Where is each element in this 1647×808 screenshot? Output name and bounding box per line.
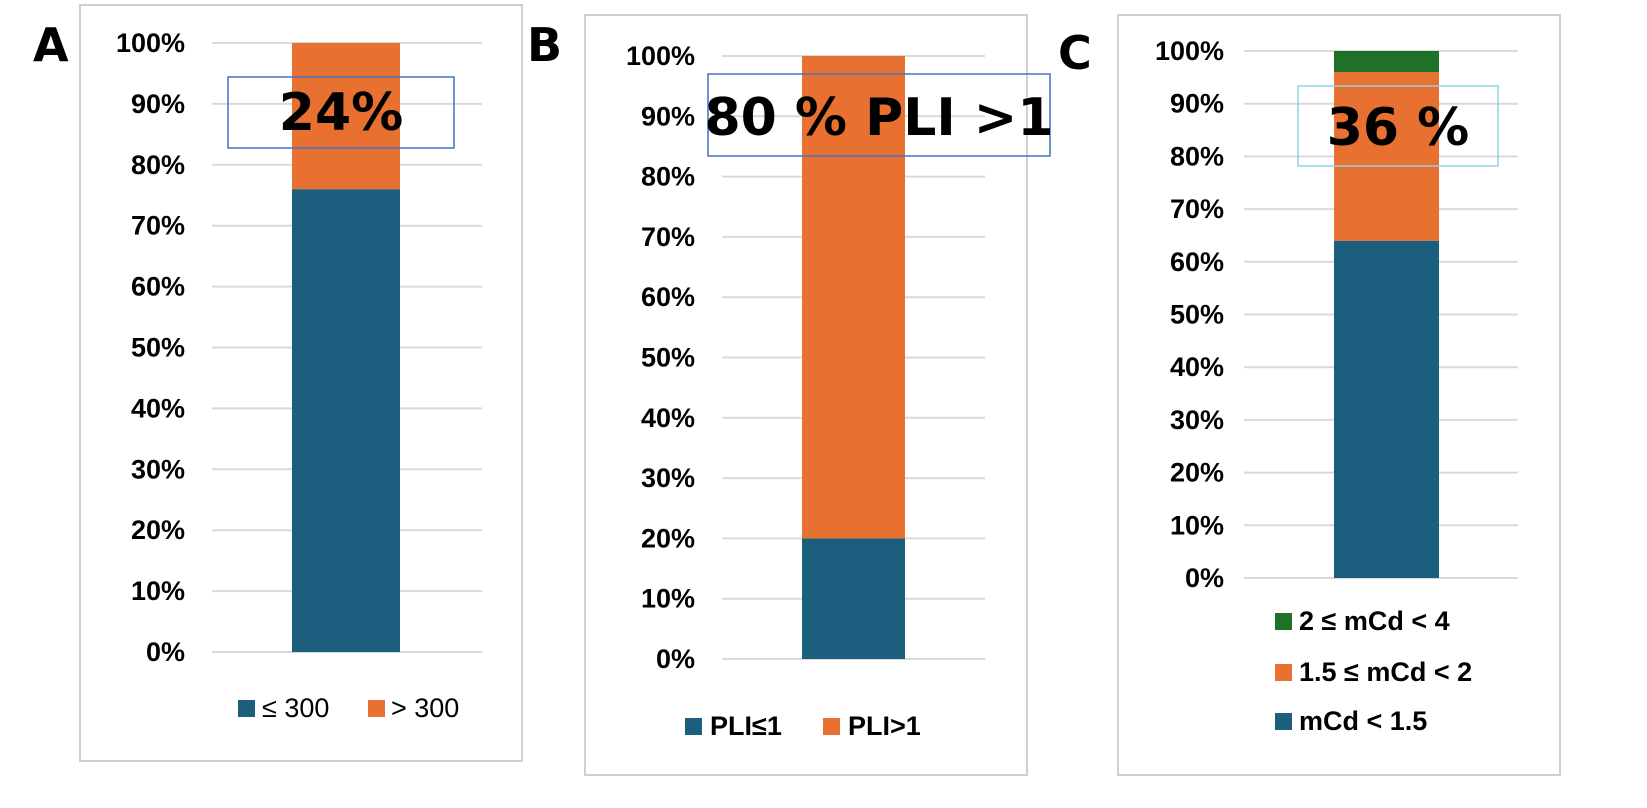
- callout-text: 36 %: [1327, 98, 1470, 158]
- y-tick-label: 0%: [146, 637, 185, 667]
- y-tick-label: 0%: [1185, 563, 1224, 593]
- y-tick-label: 60%: [1170, 247, 1224, 277]
- callout-box: [707, 73, 1051, 157]
- legend-swatch: [238, 700, 255, 717]
- y-tick-label: 50%: [641, 343, 695, 373]
- callout-text: 80 % PLI >1: [704, 88, 1053, 148]
- chart-frame-2: [1117, 14, 1561, 776]
- y-tick-label: 80%: [1170, 141, 1224, 171]
- y-tick-label: 40%: [1170, 352, 1224, 382]
- y-tick-label: 100%: [1155, 36, 1224, 66]
- y-tick-label: 30%: [1170, 405, 1224, 435]
- legend-swatch: [1275, 713, 1292, 730]
- bar-segment-2: [1334, 51, 1439, 73]
- y-tick-label: 30%: [641, 463, 695, 493]
- bar-segment-0: [802, 538, 905, 659]
- legend-label: > 300: [391, 693, 459, 723]
- y-tick-label: 10%: [131, 576, 185, 606]
- y-tick-label: 90%: [131, 89, 185, 119]
- y-tick-label: 40%: [641, 403, 695, 433]
- bar-segment-1: [292, 43, 400, 190]
- y-tick-label: 50%: [1170, 300, 1224, 330]
- legend-label: ≤ 300: [262, 693, 329, 723]
- y-tick-label: 70%: [1170, 194, 1224, 224]
- y-tick-label: 20%: [641, 523, 695, 553]
- y-tick-label: 100%: [626, 41, 695, 71]
- panel-letter-c: C: [1058, 26, 1092, 80]
- y-tick-label: 10%: [641, 584, 695, 614]
- y-tick-label: 60%: [641, 282, 695, 312]
- legend-label: PLI≤1: [710, 711, 782, 741]
- bar-segment-0: [1334, 240, 1439, 578]
- bar-segment-0: [292, 189, 400, 652]
- y-tick-label: 100%: [116, 28, 185, 58]
- panel-letter-a: A: [33, 18, 69, 72]
- y-tick-label: 70%: [131, 211, 185, 241]
- callout-box: [227, 76, 455, 149]
- legend-swatch: [1275, 664, 1292, 681]
- chart-frame-1: [584, 14, 1028, 776]
- y-tick-label: 10%: [1170, 510, 1224, 540]
- legend-swatch: [368, 700, 385, 717]
- callout-text: 24%: [279, 83, 403, 143]
- y-tick-label: 80%: [641, 162, 695, 192]
- y-tick-label: 50%: [131, 333, 185, 363]
- y-tick-label: 70%: [641, 222, 695, 252]
- y-tick-label: 90%: [1170, 89, 1224, 119]
- legend-label: 2 ≤ mCd < 4: [1299, 606, 1450, 636]
- y-tick-label: 20%: [131, 515, 185, 545]
- legend-swatch: [823, 718, 840, 735]
- legend-label: 1.5 ≤ mCd < 2: [1299, 657, 1472, 687]
- y-tick-label: 40%: [131, 393, 185, 423]
- bar-segment-1: [802, 56, 905, 539]
- y-tick-label: 90%: [641, 101, 695, 131]
- panel-letter-b: B: [527, 18, 563, 72]
- y-tick-label: 20%: [1170, 458, 1224, 488]
- y-tick-label: 0%: [656, 644, 695, 674]
- legend-label: mCd < 1.5: [1299, 706, 1427, 736]
- y-tick-label: 80%: [131, 150, 185, 180]
- callout-box: [1297, 85, 1499, 167]
- chart-frame-0: [79, 4, 523, 762]
- legend-swatch: [685, 718, 702, 735]
- legend-swatch: [1275, 613, 1292, 630]
- y-tick-label: 30%: [131, 454, 185, 484]
- legend-label: PLI>1: [848, 711, 921, 741]
- y-tick-label: 60%: [131, 272, 185, 302]
- bar-segment-1: [1334, 72, 1439, 241]
